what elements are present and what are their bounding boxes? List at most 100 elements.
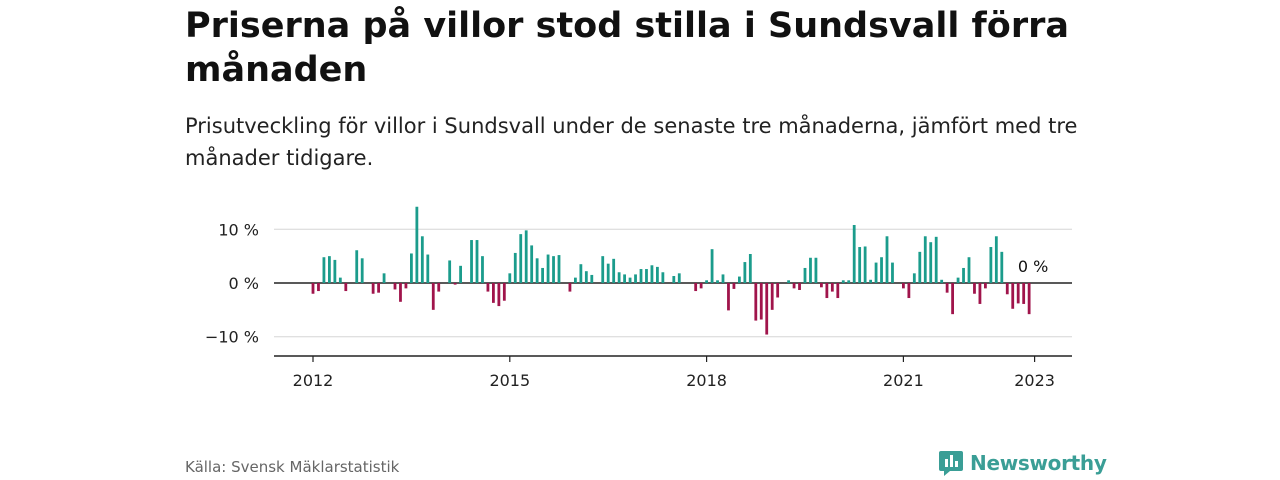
bar [825, 283, 829, 299]
bar [344, 283, 348, 292]
bar [858, 247, 862, 283]
bar [820, 283, 823, 288]
bar [393, 283, 397, 290]
bar [492, 283, 495, 303]
bar [530, 245, 534, 283]
bar [590, 274, 594, 283]
newsworthy-logo-icon [939, 451, 963, 476]
bar [945, 283, 949, 293]
bar [322, 257, 326, 283]
bar [382, 273, 386, 283]
bar [470, 240, 473, 283]
bar [377, 283, 380, 293]
bar [1011, 283, 1015, 309]
bar [360, 258, 364, 283]
bar [497, 283, 501, 307]
newsworthy-logo: Newsworthy [938, 449, 1107, 477]
bar [355, 250, 359, 283]
bar [426, 254, 430, 283]
bar [978, 283, 982, 304]
bar [535, 258, 539, 283]
bar [902, 283, 905, 289]
x-tick-label: 2018 [686, 371, 727, 390]
bar [841, 280, 845, 283]
bar [552, 256, 555, 283]
bar [787, 280, 790, 283]
bar [628, 277, 632, 283]
bar [328, 256, 331, 283]
bar [770, 283, 774, 310]
bar [656, 266, 659, 283]
bar [601, 256, 605, 283]
bar [1000, 251, 1004, 283]
bar [754, 283, 758, 321]
bar [513, 252, 517, 283]
labels: 10 % 0 % −10 % 2012 2015 2018 2021 2023 0 % [205, 220, 1055, 390]
bar [759, 283, 763, 320]
bar [1016, 283, 1020, 304]
bar [929, 242, 933, 283]
bar [486, 283, 490, 292]
bar [338, 277, 342, 283]
bar [420, 236, 424, 283]
bar [1022, 283, 1026, 304]
bar [918, 251, 922, 283]
bar [453, 283, 457, 285]
bar [989, 247, 993, 283]
chart-subtitle: Prisutveckling för villor i Sundsvall un… [185, 114, 1078, 170]
bar [951, 283, 954, 315]
bar [803, 267, 807, 283]
bar [710, 249, 714, 283]
bar [606, 263, 610, 283]
bar [459, 265, 462, 283]
bar [923, 236, 927, 283]
bar [776, 283, 780, 298]
bar [557, 255, 561, 283]
bar [814, 257, 818, 283]
latest-value-annotation: 0 % [1018, 257, 1048, 276]
bar [880, 257, 883, 283]
bar [623, 274, 626, 283]
bar [912, 273, 916, 283]
bar [743, 262, 747, 283]
bar [830, 283, 834, 292]
bar [546, 254, 550, 283]
bar [798, 283, 801, 290]
bar [475, 240, 479, 283]
bar [748, 254, 752, 283]
y-tick-label: −10 % [205, 328, 259, 347]
bar [934, 236, 938, 283]
bar [694, 283, 698, 292]
bar [705, 280, 708, 283]
bar [716, 280, 719, 283]
bar [891, 262, 894, 283]
bar [524, 230, 528, 283]
x-tick-label: 2012 [293, 371, 334, 390]
bar [481, 256, 484, 283]
bar [727, 283, 730, 311]
bar [661, 272, 665, 283]
bar [508, 273, 512, 283]
x-axis [274, 355, 1072, 362]
bar [333, 259, 337, 283]
bar [415, 206, 419, 283]
bar [645, 269, 648, 283]
x-tick-label: 2021 [883, 371, 924, 390]
bar [634, 274, 637, 283]
bar [502, 283, 506, 301]
bar [437, 283, 441, 292]
brand-name: Newsworthy [970, 451, 1107, 475]
bar [907, 283, 911, 299]
bar [973, 283, 976, 294]
bar [448, 260, 452, 283]
bar [399, 283, 402, 302]
bar [956, 277, 960, 283]
x-tick-label: 2023 [1014, 371, 1055, 390]
bar [732, 283, 736, 289]
bar [1005, 283, 1009, 295]
bar [650, 265, 654, 283]
bar [836, 283, 840, 299]
bar [885, 236, 889, 283]
bar [852, 225, 856, 283]
